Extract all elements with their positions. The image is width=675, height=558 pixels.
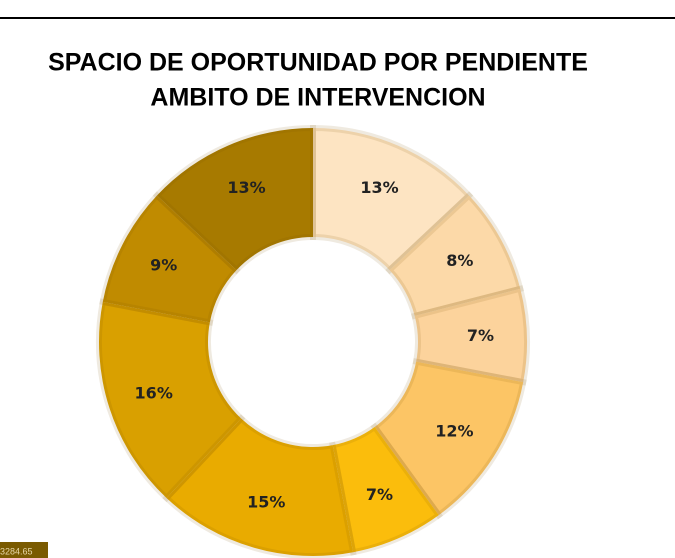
donut-segment — [385, 191, 524, 320]
annotation: 3284.65 — [0, 546, 33, 556]
data-label: 8% — [446, 251, 473, 270]
donut-segment — [96, 298, 246, 503]
donut-segment — [162, 414, 357, 558]
chart-title: AMBITO DE INTERVENCION — [150, 84, 485, 112]
data-label: 7% — [467, 326, 494, 345]
data-label: 12% — [435, 421, 473, 440]
data-label: 7% — [366, 485, 393, 504]
donut-segment — [99, 191, 241, 326]
data-label: 13% — [227, 178, 265, 197]
donut-segment — [152, 124, 316, 275]
donut-segment — [329, 422, 443, 556]
donut-segment — [370, 358, 527, 520]
chart-title: SPACIO DE OPORTUNIDAD POR PENDIENTE — [48, 49, 588, 77]
data-label: 15% — [247, 492, 285, 511]
annotation-box — [0, 542, 48, 558]
donut-segment — [310, 124, 474, 275]
data-label: 13% — [360, 178, 398, 197]
data-label: 9% — [150, 255, 177, 274]
data-label: 16% — [135, 383, 173, 402]
